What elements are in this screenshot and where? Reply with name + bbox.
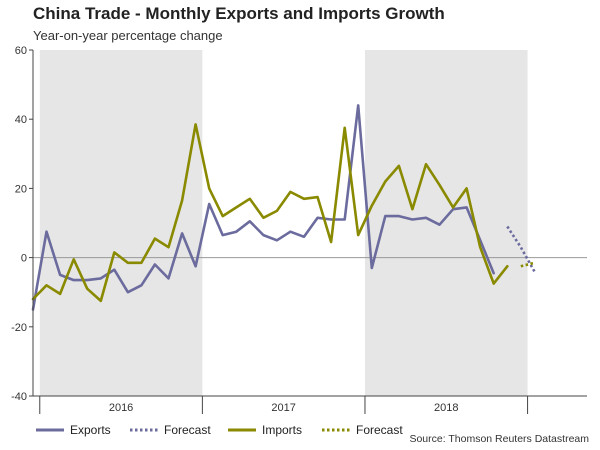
x-year-label: 2018: [434, 402, 458, 414]
forecast-line-imports: [520, 261, 535, 268]
series-line-imports: [31, 123, 509, 303]
legend-label-4: Forecast: [356, 423, 403, 437]
y-tick-label: 0: [21, 253, 27, 265]
chart-source: Source: Thomson Reuters Datastream: [409, 433, 589, 445]
legend-label-2: Forecast: [164, 423, 211, 437]
y-tick-label: 60: [15, 45, 27, 57]
x-year-label: 2016: [109, 402, 133, 414]
shaded-period-2016: [39, 50, 203, 396]
shaded-period-2018: [364, 50, 528, 396]
y-tick-label: 40: [15, 114, 27, 126]
legend-label-1: Exports: [70, 423, 111, 437]
y-tick-label: 20: [15, 183, 27, 195]
legend-label-3: Imports: [262, 423, 302, 437]
y-tick-label: -20: [11, 322, 27, 334]
x-year-label: 2017: [271, 402, 295, 414]
chart-subtitle: Year-on-year percentage change: [33, 28, 223, 43]
chart-title: China Trade - Monthly Exports and Import…: [33, 4, 445, 23]
y-tick-label: -40: [11, 391, 27, 403]
